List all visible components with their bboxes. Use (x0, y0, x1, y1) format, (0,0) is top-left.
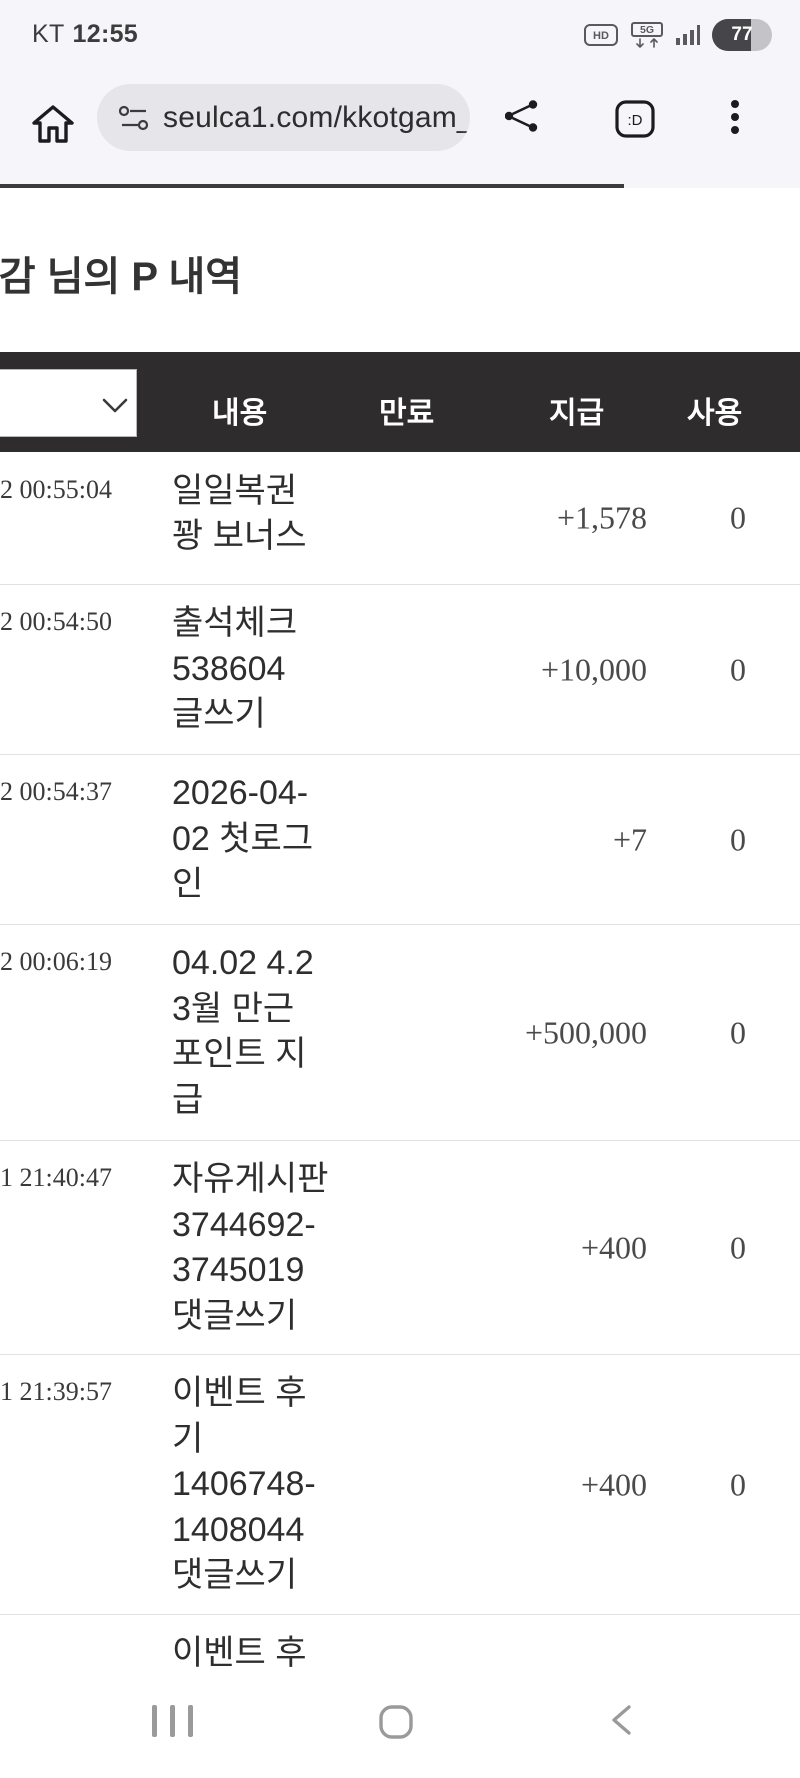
svg-text::D: :D (628, 112, 643, 129)
svg-text:HD: HD (593, 30, 609, 42)
svg-text:5G: 5G (640, 24, 654, 36)
